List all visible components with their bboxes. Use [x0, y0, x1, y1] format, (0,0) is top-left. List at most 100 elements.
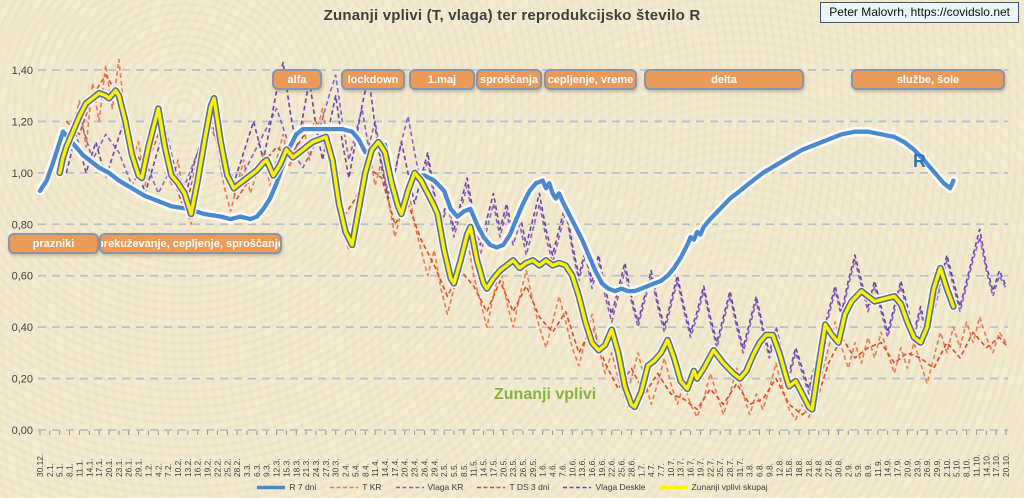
x-axis-label: 18.3. — [291, 458, 301, 477]
credit-box[interactable]: Peter Malovrh, https://covidslo.net — [820, 2, 1019, 23]
x-axis-label: 17.1. — [94, 458, 104, 477]
series-path-r-7-dni — [37, 126, 956, 294]
x-axis-label: 13.6. — [577, 458, 587, 477]
x-axis-label: 5.5. — [449, 463, 459, 477]
legend-swatch — [659, 485, 688, 489]
x-axis-label: 25.7. — [715, 458, 725, 477]
x-axis-label: 14.4. — [380, 458, 390, 477]
x-axis-label: 7.2. — [163, 463, 173, 477]
x-axis-label: 4.2. — [153, 463, 163, 477]
x-axis-label: 20.9. — [902, 458, 912, 477]
annotation-delta: delta — [644, 69, 804, 90]
legend-label: T DS 3 dni — [509, 482, 550, 492]
legend-swatch — [563, 486, 592, 488]
x-axis-label: 14.5. — [479, 458, 489, 477]
x-axis-label: 14.9. — [883, 458, 893, 477]
r-label: R — [913, 151, 926, 171]
x-axis-label: 10.6. — [567, 458, 577, 477]
annotation-preku-evanje-cepljenje-spro-anje: prekuževanje, cepljenje, sproščanje — [99, 233, 282, 254]
x-axis-label: 24.8. — [814, 458, 824, 477]
x-axis-label: 30.3. — [331, 458, 341, 477]
legend-item-vlaga-deskle: Vlaga Deskle — [562, 482, 646, 492]
x-axis-label: 18.8. — [794, 458, 804, 477]
legend-item-vlaga-kr: Vlaga KR — [395, 482, 464, 492]
x-axis-label: 22.7. — [705, 458, 715, 477]
x-axis-label: 29.5. — [528, 458, 538, 477]
legend-label: Vlaga KR — [427, 482, 464, 492]
x-axis-label: 30.12. — [35, 454, 45, 477]
x-axis-label: 23.4. — [410, 458, 420, 477]
legend-swatch — [330, 486, 359, 488]
x-axis-label: 8.1. — [65, 463, 75, 477]
x-axis-label: 3.8. — [745, 463, 755, 477]
legend-label: Zunanji vplivi skupaj — [691, 482, 768, 492]
y-axis-label: 0,60 — [12, 271, 33, 283]
x-axis-label: 4.7. — [646, 463, 656, 477]
legend-label: Vlaga Deskle — [595, 482, 646, 492]
x-axis-label: 17.4. — [390, 458, 400, 477]
x-axis-label: 28.7. — [725, 458, 735, 477]
legend-label: T KR — [362, 482, 382, 492]
x-axis-label: 17.9. — [893, 458, 903, 477]
x-axis-label: 24.3. — [311, 458, 321, 477]
x-axis-label: 12.8. — [774, 458, 784, 477]
x-axis-label: 30.8. — [833, 458, 843, 477]
x-axis-label: 10.2. — [173, 458, 183, 477]
x-axis-label: 28.6. — [626, 458, 636, 477]
chart-title: Zunanji vplivi (T, vlaga) ter reprodukci… — [323, 7, 701, 24]
x-axis-label: 27.8. — [824, 458, 834, 477]
legend: R 7 dni T KR Vlaga KR T DS 3 dni Vlaga Deskl… — [0, 479, 1024, 495]
x-axis-label: 2.4. — [341, 463, 351, 477]
x-axis-label: 8.9. — [863, 463, 873, 477]
x-axis-label: 12.3. — [272, 458, 282, 477]
annotation-cepljenje-vreme: cepljenje, vreme — [544, 69, 637, 90]
x-axis-label: 8.5. — [459, 463, 469, 477]
legend-swatch — [395, 486, 424, 488]
x-axis-label: 5.9. — [853, 463, 863, 477]
credit-text: Peter Malovrh, https://covidslo.net — [829, 5, 1010, 19]
x-axis-label: 13.2. — [183, 458, 193, 477]
y-axis-label: 1,40 — [12, 65, 33, 77]
series-halo-r-7-dni — [35, 124, 959, 296]
x-axis-label: 10.7. — [666, 458, 676, 477]
legend-swatch — [477, 486, 506, 488]
y-axis-label: 0,20 — [12, 374, 33, 386]
x-axis-label: 14.1. — [84, 458, 94, 477]
x-axis-label: 29.1. — [134, 458, 144, 477]
legend-label: R 7 dni — [289, 482, 317, 492]
x-axis-label: 31.7. — [735, 458, 745, 477]
x-axis-label: 17.10. — [991, 454, 1001, 477]
x-axis-label: 7.7. — [656, 463, 666, 477]
x-axis-label: 26.1. — [124, 458, 134, 477]
x-axis-label: 20.10. — [1001, 454, 1011, 477]
x-axis-label: 7.6. — [557, 463, 567, 477]
annotation-alfa: alfa — [272, 69, 322, 90]
annotation-lockdown: lockdown — [341, 69, 405, 90]
x-axis-label: 19.2. — [203, 458, 213, 477]
x-axis-label: 21.3. — [301, 458, 311, 477]
x-axis-label: 16.6. — [587, 458, 597, 477]
x-axis-label: 25.6. — [617, 458, 627, 477]
x-axis-label: 28.2. — [232, 458, 242, 477]
x-axis-label: 14.10. — [981, 454, 991, 477]
annotation-prazniki: prazniki — [8, 233, 99, 254]
x-axis-label: 22.6. — [607, 458, 617, 477]
x-axis-label: 23.1. — [114, 458, 124, 477]
x-axis-label: 6.8. — [755, 463, 765, 477]
legend-item-t-ds-3-dni: T DS 3 dni — [476, 482, 549, 492]
x-axis-label: 11.9. — [873, 459, 883, 477]
x-axis-label: 6.3. — [252, 463, 262, 477]
legend-item-t-kr: T KR — [329, 482, 382, 492]
x-axis-label: 29.4. — [429, 458, 439, 477]
x-axis-label: 20.1. — [104, 458, 114, 477]
x-axis-label: 3.3. — [242, 463, 252, 477]
x-axis-label: 2.5. — [439, 463, 449, 477]
x-axis-label: 20.5. — [498, 458, 508, 477]
x-axis-label: 15.8. — [784, 458, 794, 477]
zunanji-vplivi-label: Zunanji vplivi — [494, 386, 597, 403]
x-axis-label: 9.3. — [262, 463, 272, 477]
x-axis-label: 26.4. — [419, 458, 429, 477]
x-axis-label: 26.5. — [518, 458, 528, 477]
